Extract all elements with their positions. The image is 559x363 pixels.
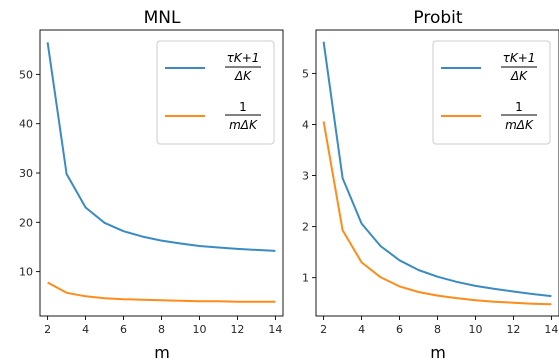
y-tick-label: 5 xyxy=(302,67,309,80)
x-tick-label: 10 xyxy=(192,323,206,336)
legend: τK+1 ΔK 1 mΔK xyxy=(156,40,275,145)
legend-label-series-2-numerator: 1 xyxy=(515,100,523,114)
legend-label-series-1-denominator: ΔK xyxy=(234,69,252,83)
x-tick-label: 12 xyxy=(230,323,244,336)
x-tick-label: 6 xyxy=(396,323,403,336)
y-tick-label: 30 xyxy=(19,167,33,180)
legend-label-series-1-numerator: τK+1 xyxy=(227,51,260,65)
series-line-1 xyxy=(322,41,552,298)
x-tick-label: 12 xyxy=(506,323,520,336)
chart-title: Probit xyxy=(413,8,462,28)
y-tick-label: 3 xyxy=(302,170,309,183)
series-lines xyxy=(322,41,552,306)
y-tick-label: 20 xyxy=(19,216,33,229)
series-line-1 xyxy=(46,42,276,252)
y-tick-label: 40 xyxy=(19,118,33,131)
y-tick-label: 10 xyxy=(19,266,33,279)
legend-label-series-1-denominator: ΔK xyxy=(510,69,528,83)
x-tick-label: 2 xyxy=(320,323,327,336)
x-tick-label: 4 xyxy=(82,323,89,336)
series-line-2 xyxy=(322,121,552,306)
series-line-2 xyxy=(47,281,276,303)
x-tick-label: 10 xyxy=(468,323,482,336)
x-axis-label: m xyxy=(154,343,170,362)
x-tick-label: 8 xyxy=(158,323,165,336)
x-tick-label: 14 xyxy=(268,323,282,336)
chart-title: MNL xyxy=(144,8,181,28)
y-tick-label: 4 xyxy=(302,118,309,131)
legend-label-series-2-denominator: mΔK xyxy=(229,118,258,132)
y-tick-label: 2 xyxy=(302,221,309,234)
legend-label-series-2-denominator: mΔK xyxy=(505,118,534,132)
legend-label-series-2-numerator: 1 xyxy=(239,100,247,114)
chart-panel-mnl: MNL 2 4 6 8 10 12 14 10 20 30 40 50 m τK+1 ΔK 1 mΔK xyxy=(19,8,284,362)
legend: τK+1 ΔK 1 mΔK xyxy=(432,40,551,145)
x-tick-label: 4 xyxy=(358,323,365,336)
series-lines xyxy=(46,42,276,303)
axis-ticks: 2 4 6 8 10 12 14 10 20 30 40 50 xyxy=(19,68,282,336)
x-tick-label: 8 xyxy=(434,323,441,336)
y-tick-label: 1 xyxy=(302,272,309,285)
x-tick-label: 6 xyxy=(120,323,127,336)
legend-label-series-1-numerator: τK+1 xyxy=(503,51,536,65)
x-axis-label: m xyxy=(430,343,446,362)
y-tick-label: 50 xyxy=(19,68,33,81)
x-tick-label: 14 xyxy=(544,323,558,336)
x-tick-label: 2 xyxy=(44,323,51,336)
